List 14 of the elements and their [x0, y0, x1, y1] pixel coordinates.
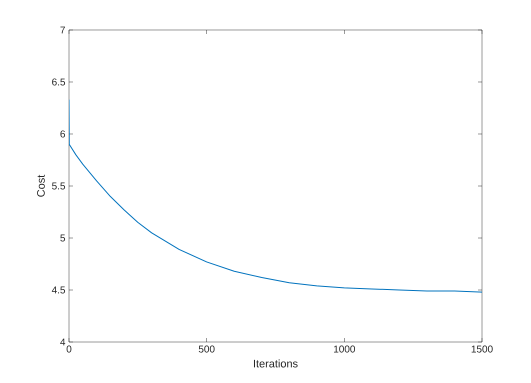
y-tick-label: 4: [60, 338, 66, 346]
y-tick-label: 7: [60, 26, 65, 34]
y-tick-label: 4.5: [52, 286, 66, 294]
y-tick-label: 5: [60, 234, 66, 242]
line-series: [69, 99, 482, 293]
x-tick-label: 1500: [472, 346, 493, 353]
x-tick-label: 1000: [334, 346, 356, 353]
y-tick-label: 6: [60, 130, 66, 138]
x-tick-label: 0: [66, 346, 72, 353]
x-axis-title: Iterations: [254, 359, 298, 368]
y-tick-label: 5.5: [52, 182, 66, 190]
y-tick-label: 6.5: [52, 78, 66, 86]
y-axis-title: Cost: [37, 174, 45, 197]
x-tick-label: 500: [198, 346, 215, 353]
